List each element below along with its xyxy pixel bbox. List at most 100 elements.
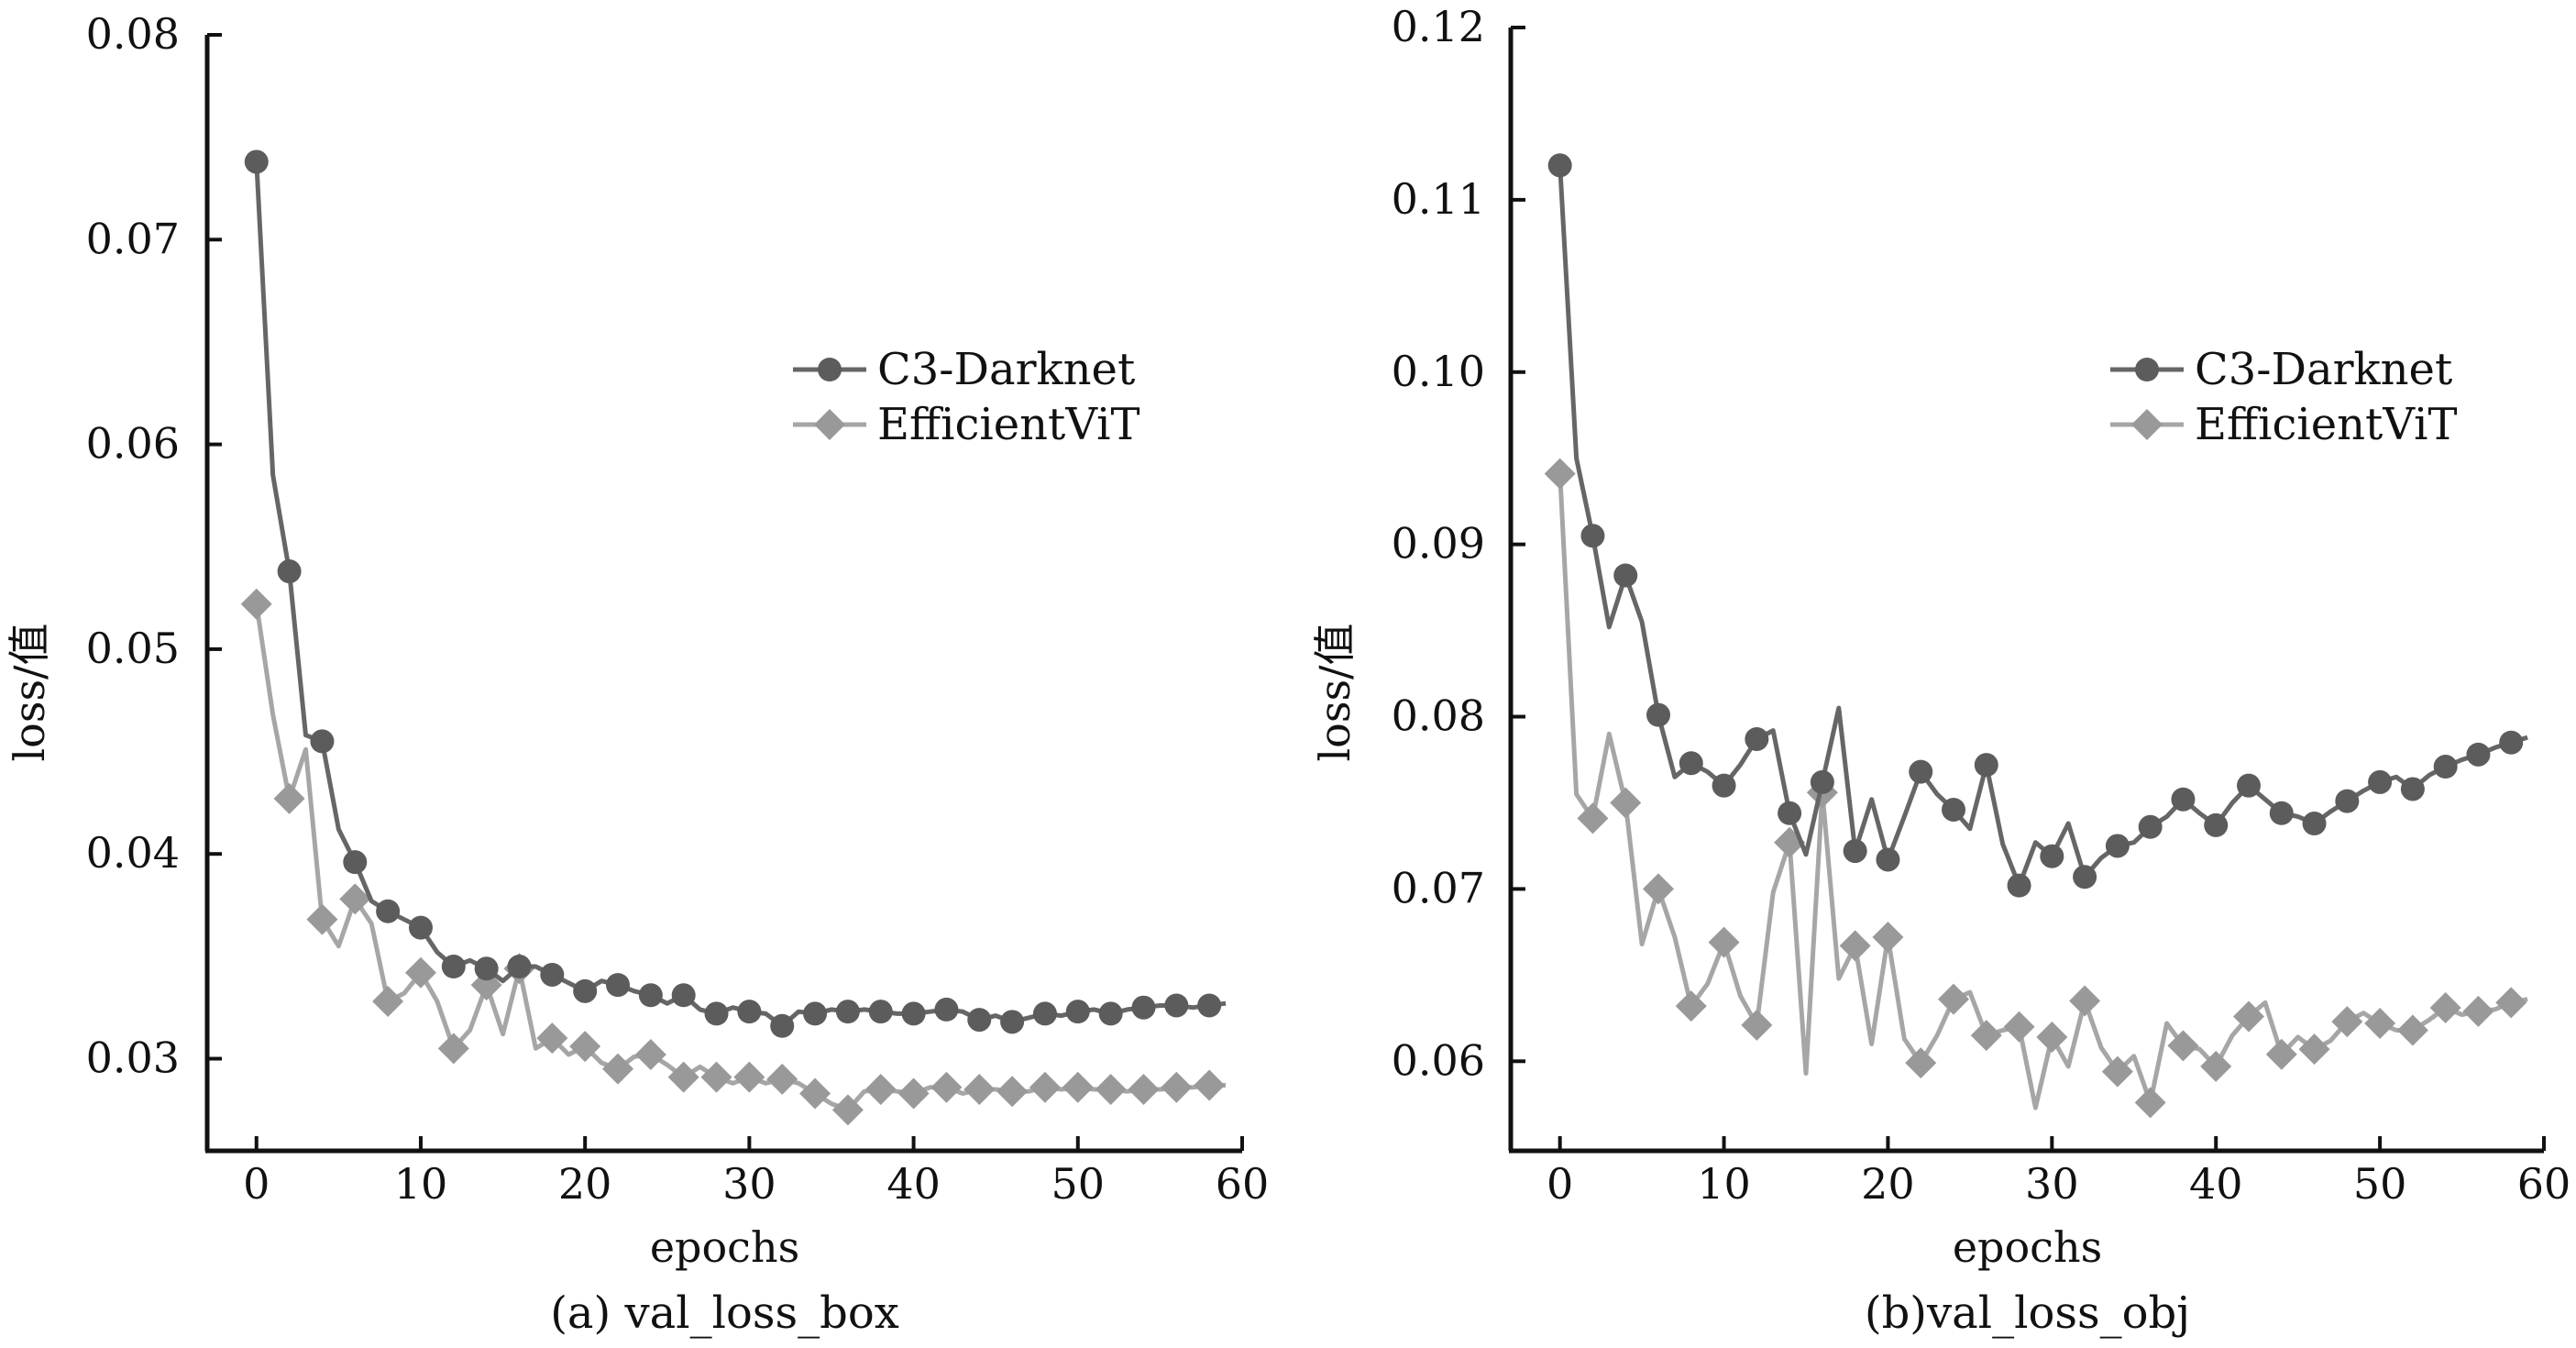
- y-tick-label: 0.08: [86, 9, 180, 59]
- data-point: [536, 1022, 568, 1055]
- data-point: [2105, 834, 2130, 858]
- data-point: [1164, 993, 1189, 1018]
- data-point: [1098, 1001, 1123, 1026]
- x-axis-title: epochs: [1953, 1222, 2102, 1272]
- data-point: [339, 883, 371, 915]
- data-point: [244, 149, 269, 174]
- data-point: [310, 729, 335, 754]
- y-tick-label: 0.11: [1392, 174, 1485, 224]
- data-point: [996, 1076, 1029, 1108]
- data-point: [1679, 751, 1703, 776]
- data-point: [1905, 1047, 1937, 1079]
- data-point: [540, 962, 565, 987]
- x-tick-label: 40: [886, 1159, 941, 1209]
- data-point: [1909, 759, 1933, 784]
- series-c3-darknet: [244, 149, 1227, 1038]
- x-tick-label: 60: [1216, 1159, 1270, 1209]
- data-point: [967, 1008, 992, 1033]
- data-point: [930, 1071, 963, 1103]
- data-point: [1712, 773, 1736, 798]
- data-point: [1197, 993, 1222, 1018]
- data-point: [1128, 1074, 1160, 1106]
- data-point: [2495, 987, 2527, 1019]
- x-tick-label: 50: [1051, 1159, 1106, 1209]
- data-point: [2433, 755, 2458, 779]
- data-point: [1843, 839, 1867, 864]
- data-point: [2007, 873, 2031, 898]
- series-efficientvit: [1544, 458, 2528, 1119]
- data-point: [372, 985, 404, 1017]
- data-point: [2400, 777, 2425, 801]
- data-point: [1839, 930, 1871, 962]
- data-point: [2364, 1007, 2396, 1039]
- data-point: [1741, 1009, 1773, 1041]
- data-point: [1194, 1069, 1226, 1101]
- data-point: [2396, 1014, 2428, 1046]
- data-point: [1970, 1020, 2002, 1052]
- data-point: [606, 973, 631, 998]
- data-point: [474, 956, 499, 981]
- x-tick-label: 10: [1697, 1159, 1751, 1209]
- legend-item-efficientvit: EfficientViT: [793, 399, 1140, 450]
- data-point: [1095, 1074, 1127, 1106]
- data-point: [897, 1077, 930, 1110]
- data-point: [1161, 1071, 1193, 1103]
- series-efficientvit: [240, 588, 1227, 1126]
- data-point: [2368, 769, 2393, 794]
- data-point: [766, 1063, 798, 1095]
- legend-label: C3-Darknet: [877, 344, 1135, 395]
- data-point: [835, 1000, 860, 1024]
- data-point: [1810, 769, 1834, 794]
- data-point: [1544, 458, 1576, 490]
- y-tick-label: 0.04: [86, 828, 180, 878]
- data-point: [1062, 1071, 1094, 1103]
- data-point: [1000, 1010, 1025, 1034]
- data-point: [2233, 1000, 2264, 1033]
- data-point: [864, 1074, 897, 1106]
- data-point: [2298, 1033, 2330, 1066]
- data-point: [408, 915, 433, 940]
- x-tick-label: 60: [2517, 1159, 2571, 1209]
- data-point: [343, 850, 368, 875]
- data-point: [306, 903, 338, 935]
- data-point: [934, 997, 959, 1022]
- data-point: [2429, 992, 2461, 1024]
- data-point: [2171, 787, 2196, 812]
- data-point: [667, 1061, 699, 1093]
- data-point: [2237, 773, 2261, 798]
- y-axis-title: loss/值: [5, 623, 54, 761]
- data-point: [2003, 1011, 2035, 1043]
- data-point: [1547, 153, 1572, 178]
- data-point: [1065, 1000, 1090, 1024]
- data-point: [376, 899, 401, 923]
- legend-item-c3-darknet: C3-Darknet: [793, 344, 1135, 395]
- data-point: [1646, 702, 1670, 727]
- data-point: [1613, 563, 1638, 588]
- y-tick-label: 0.06: [1392, 1035, 1485, 1085]
- legend-item-efficientvit: EfficientViT: [2110, 399, 2458, 450]
- legend-item-c3-darknet: C3-Darknet: [2110, 344, 2452, 395]
- data-point: [1643, 873, 1674, 905]
- data-point: [2069, 985, 2101, 1017]
- data-point: [2036, 1021, 2068, 1053]
- y-tick-label: 0.07: [86, 214, 180, 263]
- data-point: [2073, 865, 2097, 889]
- data-point: [240, 588, 272, 620]
- data-point: [1708, 926, 1740, 958]
- x-tick-label: 30: [2025, 1159, 2079, 1209]
- data-point: [2265, 1038, 2297, 1070]
- data-point: [1032, 1001, 1057, 1026]
- y-tick-label: 0.03: [86, 1033, 180, 1083]
- data-point: [437, 1033, 469, 1065]
- data-point: [671, 983, 696, 1008]
- series-line: [254, 603, 1227, 1112]
- y-tick-label: 0.10: [1392, 347, 1485, 396]
- panel-caption: (a) val_loss_box: [550, 1287, 899, 1339]
- x-tick-label: 30: [722, 1159, 776, 1209]
- data-point: [2040, 844, 2064, 868]
- data-point: [704, 1001, 729, 1026]
- y-tick-label: 0.06: [86, 419, 180, 469]
